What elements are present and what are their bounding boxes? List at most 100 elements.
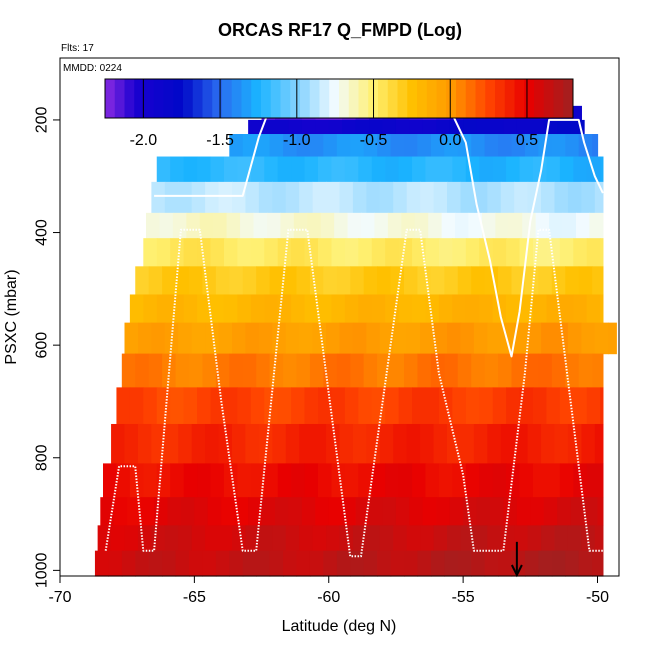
heatmap-cell bbox=[258, 525, 273, 552]
heatmap-cell bbox=[242, 550, 257, 577]
heatmap-cell bbox=[527, 322, 542, 355]
heatmap-cell bbox=[269, 353, 284, 388]
heatmap-cell bbox=[237, 463, 252, 498]
colorbar-segment bbox=[426, 79, 437, 118]
heatmap-cell bbox=[331, 387, 346, 425]
heatmap-cell bbox=[183, 387, 198, 425]
heatmap-cell bbox=[471, 266, 486, 296]
heatmap-cell bbox=[210, 463, 225, 498]
heatmap-cell bbox=[103, 463, 118, 498]
heatmap-cell bbox=[586, 238, 601, 267]
heatmap-cell bbox=[430, 134, 445, 158]
heatmap-cell bbox=[237, 238, 252, 267]
heatmap-cell bbox=[549, 212, 564, 239]
heatmap-cell bbox=[538, 266, 553, 296]
heatmap-cell bbox=[197, 463, 212, 498]
heatmap-cell bbox=[221, 497, 236, 526]
heatmap-cell bbox=[473, 525, 488, 552]
heatmap-cell bbox=[162, 266, 177, 296]
heatmap-cell bbox=[506, 156, 521, 183]
heatmap-cell bbox=[366, 525, 381, 552]
heatmap-cell bbox=[358, 238, 373, 267]
heatmap-cell bbox=[100, 497, 115, 526]
heatmap-cell bbox=[382, 119, 397, 135]
heatmap-cell bbox=[312, 322, 327, 355]
heatmap-cell bbox=[116, 387, 131, 425]
heatmap-cell bbox=[159, 212, 174, 239]
colorbar-segment bbox=[446, 79, 457, 118]
heatmap-cell bbox=[514, 322, 529, 355]
heatmap-cell bbox=[189, 266, 204, 296]
heatmap-cell bbox=[567, 322, 582, 355]
heatmap-cell bbox=[492, 463, 507, 498]
heatmap-cell bbox=[457, 266, 472, 296]
heatmap-cell bbox=[277, 463, 292, 498]
heatmap-cell bbox=[304, 294, 319, 324]
heatmap-cell bbox=[412, 294, 427, 324]
heatmap-cell bbox=[412, 387, 427, 425]
heatmap-cell bbox=[363, 134, 378, 158]
heatmap-cell bbox=[535, 212, 550, 239]
colorbar-segment bbox=[358, 79, 369, 118]
heatmap-cell bbox=[309, 550, 324, 577]
heatmap-cell bbox=[594, 423, 604, 464]
heatmap-cell bbox=[229, 353, 244, 388]
heatmap-cell bbox=[234, 497, 249, 526]
flights-label: Flts: 17 bbox=[61, 43, 94, 54]
colorbar-segment bbox=[339, 79, 350, 118]
heatmap-cell bbox=[420, 322, 435, 355]
heatmap-cell bbox=[369, 497, 384, 526]
heatmap-cell bbox=[312, 525, 327, 552]
heatmap-layer bbox=[94, 105, 617, 577]
colorbar-segment bbox=[163, 79, 174, 118]
x-tick-label: -55 bbox=[452, 589, 475, 606]
heatmap-cell bbox=[344, 238, 359, 267]
heatmap-cell bbox=[484, 550, 499, 577]
heatmap-cell bbox=[471, 134, 486, 158]
heatmap-cell bbox=[390, 353, 405, 388]
heatmap-cell bbox=[377, 550, 392, 577]
heatmap-cell bbox=[304, 156, 319, 183]
colorbar-segment bbox=[436, 79, 447, 118]
heatmap-cell bbox=[417, 134, 432, 158]
y-tick-label: 400 bbox=[34, 219, 51, 246]
colorbar-segment bbox=[309, 79, 320, 118]
colorbar-segment bbox=[485, 79, 496, 118]
heatmap-cell bbox=[592, 353, 604, 388]
heatmap-cell bbox=[358, 463, 373, 498]
heatmap-cell bbox=[557, 497, 572, 526]
heatmap-cell bbox=[175, 353, 190, 388]
colorbar-frame bbox=[104, 78, 574, 119]
colorbar-segment bbox=[456, 79, 467, 118]
heatmap-cell bbox=[331, 238, 346, 267]
heatmap-cell bbox=[191, 181, 206, 214]
heatmap-cell bbox=[264, 238, 279, 267]
heatmap-cell bbox=[275, 119, 290, 135]
heatmap-cell bbox=[288, 119, 303, 135]
heatmap-cell bbox=[266, 212, 281, 239]
heatmap-cell bbox=[366, 322, 381, 355]
colorbar-segment bbox=[407, 79, 418, 118]
heatmap-cell bbox=[304, 463, 319, 498]
heatmap-cell bbox=[398, 156, 413, 183]
heatmap-cell bbox=[414, 212, 429, 239]
heatmap-cell bbox=[189, 353, 204, 388]
heatmap-cell bbox=[379, 181, 394, 214]
heatmap-cell bbox=[167, 497, 182, 526]
heatmap-cell bbox=[350, 550, 365, 577]
heatmap-cell bbox=[232, 423, 247, 464]
colorbar-segment bbox=[231, 79, 242, 118]
heatmap-cell bbox=[600, 463, 604, 498]
heatmap-cell bbox=[245, 525, 260, 552]
heatmap-cell bbox=[248, 497, 263, 526]
heatmap-cell bbox=[444, 266, 459, 296]
heatmap-cell bbox=[258, 322, 273, 355]
heatmap-cell bbox=[455, 212, 470, 239]
heatmap-cell bbox=[232, 181, 247, 214]
heatmap-cell bbox=[570, 497, 585, 526]
heatmap-cell bbox=[272, 423, 287, 464]
colorbar-segment bbox=[534, 79, 545, 118]
heatmap-cell bbox=[183, 238, 198, 267]
heatmap-cell bbox=[533, 387, 548, 425]
